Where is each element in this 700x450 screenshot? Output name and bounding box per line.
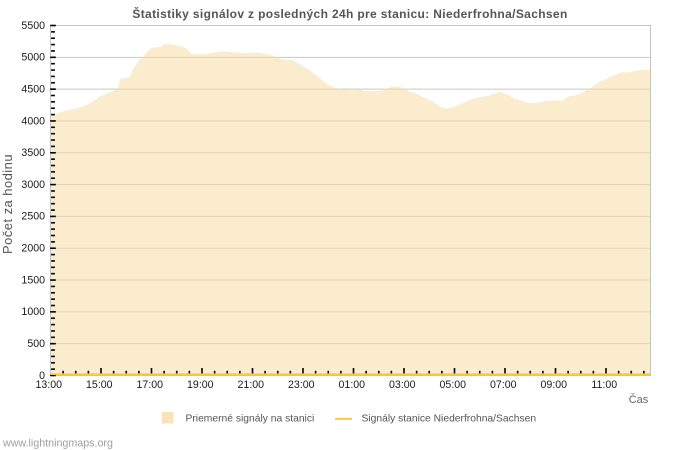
svg-text:0: 0 (39, 370, 45, 382)
svg-text:09:00: 09:00 (541, 379, 568, 391)
svg-text:23:00: 23:00 (288, 379, 315, 391)
svg-text:Čas: Čas (629, 393, 649, 406)
svg-text:03:00: 03:00 (389, 379, 416, 391)
svg-text:www.lightningmaps.org: www.lightningmaps.org (2, 438, 113, 450)
svg-text:4000: 4000 (21, 115, 45, 127)
svg-text:1000: 1000 (21, 306, 45, 318)
svg-text:11:00: 11:00 (591, 379, 617, 391)
svg-text:07:00: 07:00 (490, 379, 517, 391)
svg-text:4500: 4500 (21, 83, 45, 95)
svg-text:Počet za hodinu: Počet za hodinu (0, 154, 15, 254)
svg-text:5500: 5500 (21, 20, 45, 32)
svg-text:17:00: 17:00 (137, 379, 164, 391)
svg-text:Signály stanice Niederfrohna/S: Signály stanice Niederfrohna/Sachsen (362, 413, 537, 424)
svg-text:Priemerné signály na stanici: Priemerné signály na stanici (186, 413, 315, 424)
svg-text:15:00: 15:00 (86, 379, 113, 391)
svg-text:01:00: 01:00 (339, 379, 366, 391)
svg-text:3000: 3000 (21, 179, 45, 191)
svg-text:500: 500 (27, 338, 45, 350)
svg-text:1500: 1500 (21, 274, 45, 286)
svg-text:2500: 2500 (21, 211, 45, 223)
svg-text:3500: 3500 (21, 147, 45, 159)
svg-text:5000: 5000 (21, 52, 45, 64)
svg-text:21:00: 21:00 (238, 379, 265, 391)
svg-text:19:00: 19:00 (187, 379, 214, 391)
svg-text:Štatistiky signálov z posledný: Štatistiky signálov z posledných 24h pre… (132, 6, 567, 21)
svg-text:2000: 2000 (21, 243, 45, 255)
svg-text:13:00: 13:00 (36, 379, 63, 391)
svg-text:05:00: 05:00 (440, 379, 467, 391)
